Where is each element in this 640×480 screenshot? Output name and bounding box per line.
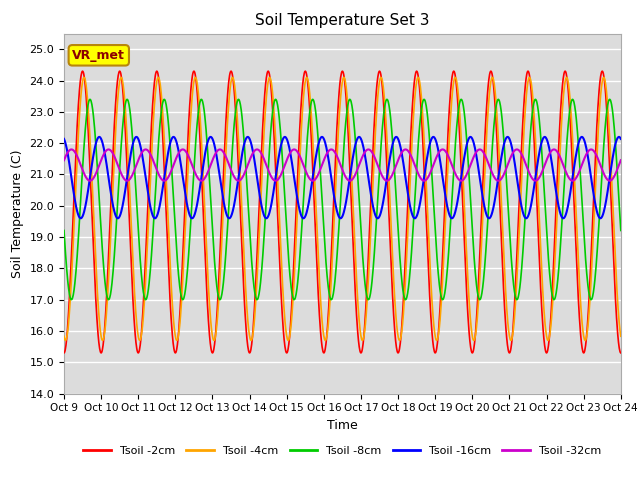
Legend: Tsoil -2cm, Tsoil -4cm, Tsoil -8cm, Tsoil -16cm, Tsoil -32cm: Tsoil -2cm, Tsoil -4cm, Tsoil -8cm, Tsoi…: [79, 441, 606, 460]
X-axis label: Time: Time: [327, 419, 358, 432]
Text: VR_met: VR_met: [72, 49, 125, 62]
Title: Soil Temperature Set 3: Soil Temperature Set 3: [255, 13, 429, 28]
Y-axis label: Soil Temperature (C): Soil Temperature (C): [11, 149, 24, 278]
